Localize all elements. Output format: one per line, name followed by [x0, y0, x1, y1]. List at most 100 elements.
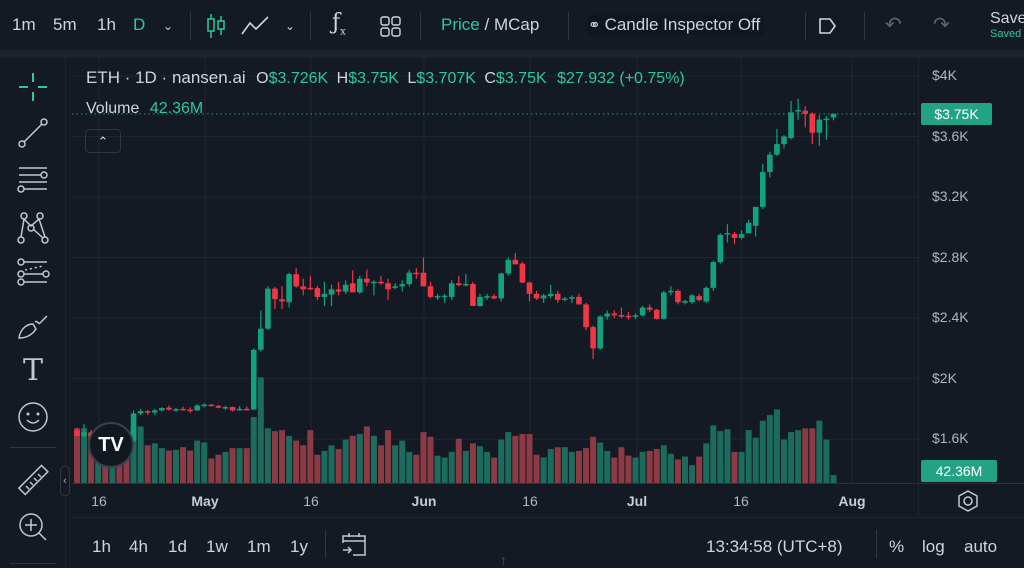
range-1m[interactable]: 1m [247, 537, 271, 556]
range-1h[interactable]: 1h [92, 537, 111, 556]
interval-1m[interactable]: 1m [12, 15, 36, 34]
crosshair-icon[interactable] [16, 70, 50, 104]
candle-body [519, 263, 526, 283]
volume-bar [335, 449, 342, 483]
pattern-icon[interactable] [16, 211, 50, 245]
candle-body [717, 234, 724, 263]
candle-body [137, 411, 144, 414]
text-icon[interactable]: T [22, 353, 43, 388]
eye-off-icon: ⚭ [588, 17, 601, 34]
tradingview-logo[interactable]: TV [88, 422, 134, 468]
interval-5m[interactable]: 5m [53, 15, 77, 34]
range-4h[interactable]: 4h [129, 537, 148, 556]
chart-type-chevron-down-icon[interactable]: ⌄ [285, 19, 296, 33]
redo-icon[interactable]: ↷ [933, 14, 950, 36]
volume-bar [370, 435, 377, 483]
volume-bar [81, 428, 88, 483]
volume-bar [674, 459, 681, 483]
volume-bar [130, 426, 137, 483]
mcap-option[interactable]: MCap [493, 15, 540, 34]
volume-bar [187, 450, 194, 483]
indicators-fx-icon[interactable]: ƒx [332, 10, 346, 38]
candle-body [767, 154, 773, 173]
toolbar-divider [0, 50, 1024, 58]
candle-body [357, 278, 363, 293]
zoom-in-icon[interactable] [16, 510, 50, 544]
high-value: $3.75K [348, 70, 399, 87]
volume-bar [158, 448, 165, 483]
projection-icon[interactable] [16, 258, 50, 292]
price-mcap-toggle[interactable]: Price / MCap [441, 15, 539, 35]
log-scale-toggle[interactable]: log [922, 537, 945, 556]
volume-bar [646, 450, 653, 483]
candle-body [731, 234, 738, 238]
fib-retracement-icon[interactable] [16, 164, 50, 198]
interval-chevron-down-icon[interactable]: ⌄ [163, 19, 174, 33]
low-value: $3.707K [416, 70, 476, 87]
volume-bar [342, 439, 349, 483]
brush-icon[interactable] [16, 308, 50, 342]
collapse-toolbar-button[interactable]: ‹ [60, 466, 70, 496]
price-chart[interactable] [72, 58, 918, 483]
candle-body [74, 430, 80, 437]
candle-body [208, 404, 215, 407]
range-1y[interactable]: 1y [290, 537, 308, 556]
axis-settings-icon[interactable] [957, 490, 979, 512]
layout-grid-icon[interactable] [380, 16, 402, 38]
candle-body [342, 284, 349, 292]
candle-body [229, 407, 236, 411]
candle-body [427, 286, 434, 297]
volume-bar [385, 430, 392, 483]
trend-line-icon[interactable] [16, 116, 50, 150]
ruler-icon[interactable] [16, 464, 50, 498]
scroll-up-arrow-icon[interactable]: ↑ [500, 552, 507, 568]
save-button[interactable]: Save Saved [990, 10, 1024, 40]
emoji-icon[interactable] [16, 400, 50, 434]
candle-body [795, 110, 801, 112]
range-1w[interactable]: 1w [206, 537, 228, 556]
percent-scale-toggle[interactable]: % [889, 537, 905, 556]
volume-bar [194, 440, 201, 483]
line-chart-icon[interactable] [240, 14, 270, 36]
volume-bar [484, 451, 491, 483]
volume-bar [257, 377, 264, 483]
volume-bar [816, 420, 823, 483]
candle-body [823, 118, 830, 121]
current-volume-tag: 42.36M [921, 460, 997, 482]
symbol-title[interactable]: ETH · 1D · nansen.ai [86, 68, 246, 87]
range-1d[interactable]: 1d [168, 537, 187, 556]
volume-bar [717, 431, 724, 483]
price-option[interactable]: Price [441, 15, 480, 34]
candle-inspector-toggle[interactable]: ⚭ Candle Inspector Off [588, 15, 765, 35]
auto-scale-toggle[interactable]: auto [964, 537, 998, 556]
price-axis-border [918, 58, 919, 518]
volume-bar [583, 448, 590, 483]
candles-icon[interactable] [205, 13, 227, 39]
volume-bar [561, 447, 568, 483]
collapse-legend-button[interactable]: ⌃ [85, 129, 121, 153]
interval-d[interactable]: D [133, 15, 146, 34]
candle-body [236, 408, 243, 411]
interval-1h[interactable]: 1h [97, 15, 116, 34]
volume-bar [314, 454, 321, 483]
volume-bar [229, 448, 236, 483]
volume-bar [392, 445, 399, 483]
tag-icon[interactable] [818, 17, 838, 35]
open-value: $3.726K [268, 70, 329, 87]
undo-icon[interactable]: ↶ [885, 14, 902, 36]
change-value: $27.932 (+0.75%) [557, 70, 685, 87]
volume-bar [427, 436, 434, 483]
go-to-date-icon[interactable] [341, 531, 367, 557]
candle-body [745, 222, 752, 234]
clock-timezone[interactable]: 13:34:58 (UTC+8) [706, 537, 843, 556]
candle-body [463, 284, 469, 286]
candle-body [159, 408, 165, 411]
candle-body [533, 293, 540, 299]
volume-bar [703, 443, 710, 483]
close-label: C [484, 70, 496, 87]
drawing-toolbar: T [0, 58, 66, 567]
volume-bar [250, 416, 257, 483]
volume-bar [731, 451, 738, 483]
candle-body [625, 315, 632, 318]
price-tick-label: $3.6K [932, 127, 969, 144]
